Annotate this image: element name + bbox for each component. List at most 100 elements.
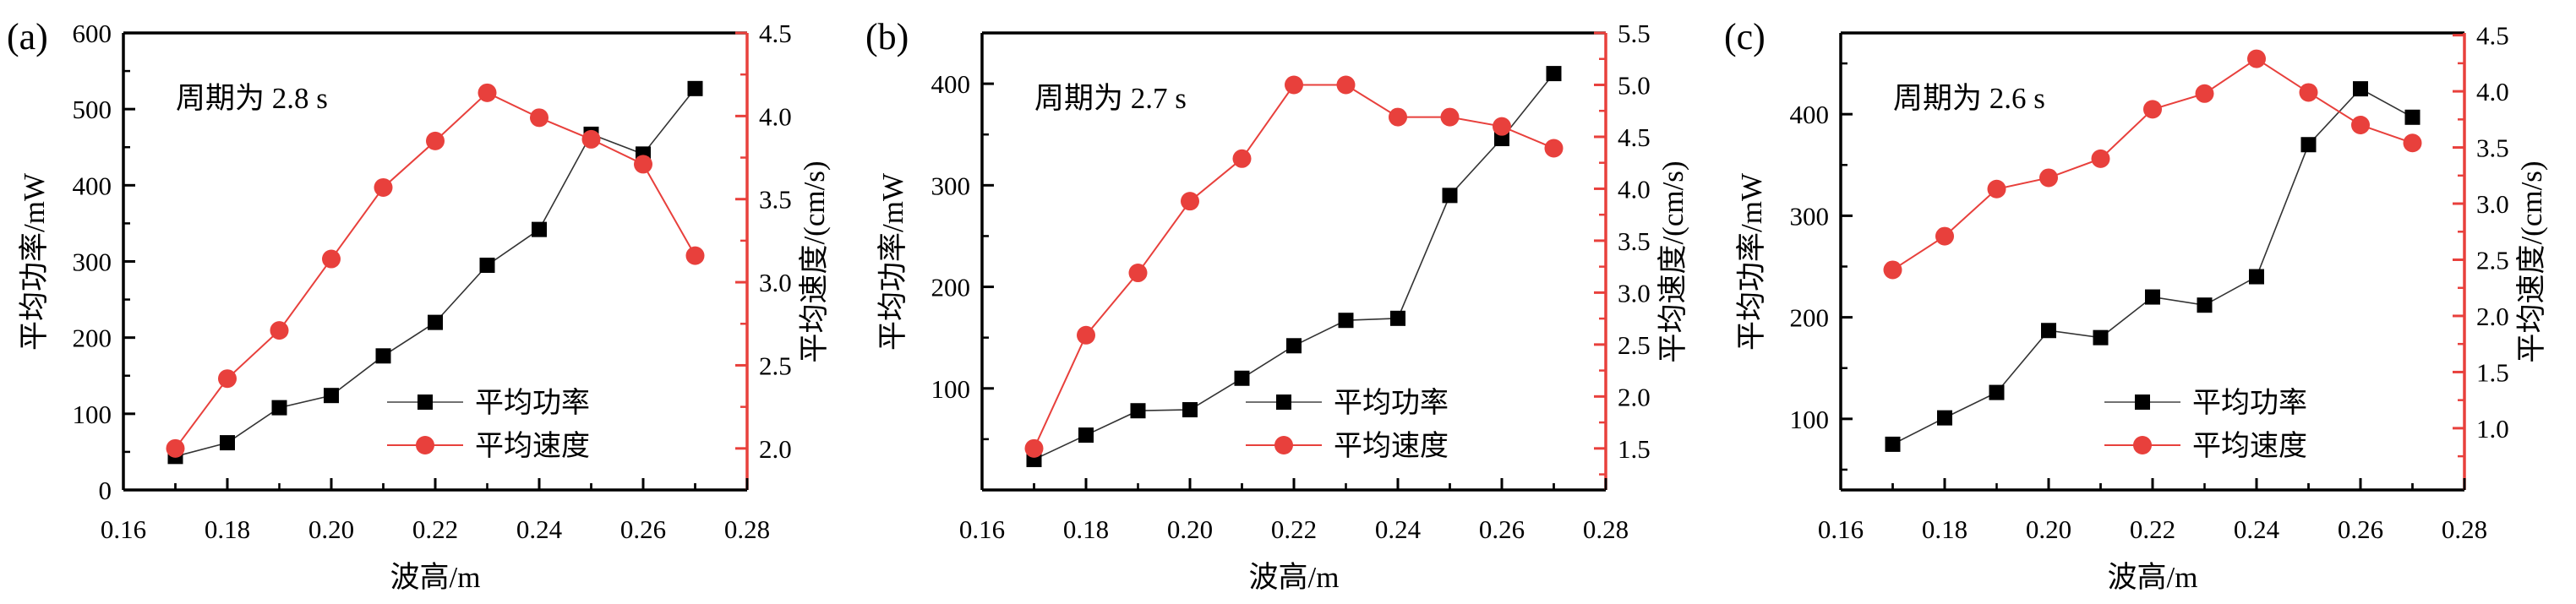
- power-data-point: [1182, 402, 1198, 418]
- power-data-point: [1286, 338, 1302, 354]
- legend-a: 平均功率 平均速度: [387, 387, 590, 462]
- power-data-point: [1989, 384, 2005, 400]
- speed-data-point: [1336, 75, 1356, 95]
- y-left-tick-label: 500: [73, 95, 112, 124]
- speed-data-point: [1493, 117, 1511, 136]
- legend-power-marker: [2135, 395, 2150, 410]
- x-tick-label: 0.28: [2442, 514, 2487, 544]
- y-left-tick-label: 600: [73, 19, 112, 48]
- y-left-axis-title-b: 平均功率/mW: [876, 173, 909, 351]
- y-right-tick-label: 2.5: [759, 351, 792, 380]
- speed-data-point: [218, 369, 237, 389]
- y-right-tick-label: 2.5: [1618, 330, 1651, 360]
- speed-data-point: [2039, 168, 2058, 188]
- x-tick-label: 0.16: [959, 514, 1005, 544]
- y-right-tick-label: 1.5: [2476, 357, 2509, 387]
- speed-data-point: [530, 108, 548, 128]
- legend-c: 平均功率 平均速度: [2104, 387, 2307, 462]
- y-right-tick-label: 2.5: [2476, 246, 2509, 275]
- speed-series-line: [1033, 84, 1554, 449]
- chart-c: 0.16 0.18 0.20 0.22 0.24 0.26 0.28 100 200 300 400…: [1724, 16, 2548, 594]
- legend-power-marker: [418, 395, 433, 410]
- panel-label-b: (b): [865, 16, 909, 57]
- y-left-tick-label: 400: [73, 171, 112, 200]
- y-right-tick-label: 2.0: [1618, 382, 1651, 411]
- x-tick-label: 0.22: [1271, 514, 1317, 544]
- speed-data-point: [2091, 149, 2110, 168]
- y-right-tick-label: 3.0: [759, 268, 792, 297]
- power-data-point: [532, 221, 547, 237]
- legend-power-label: 平均功率: [2192, 387, 2307, 419]
- speed-data-point: [478, 83, 497, 102]
- x-tick-label: 0.20: [1167, 514, 1213, 544]
- speed-data-point: [1232, 149, 1252, 168]
- power-data-point: [687, 80, 703, 96]
- speed-data-point: [1935, 226, 1954, 246]
- speed-data-point: [374, 177, 393, 197]
- x-tick-label: 0.28: [1583, 514, 1629, 544]
- power-data-point: [1234, 370, 1250, 386]
- x-tick-label: 0.18: [1063, 514, 1109, 544]
- power-data-point: [1130, 403, 1146, 419]
- speed-data-point: [1077, 325, 1095, 345]
- y-left-tick-label: 200: [73, 324, 112, 353]
- speed-data-point: [581, 129, 601, 149]
- y-right-tick-label: 3.5: [759, 185, 792, 215]
- y-right-tick-label: 4.5: [759, 19, 792, 48]
- power-data-point: [1338, 313, 1354, 329]
- power-data-point: [2404, 109, 2420, 125]
- y-right-tick-label: 4.5: [1618, 122, 1651, 152]
- power-data-point: [479, 258, 495, 274]
- speed-data-point: [1883, 260, 1902, 280]
- subplot-a: 0.16 0.18 0.20 0.22 0.24 0.26 0.28 0 100 200 300 40…: [0, 0, 859, 604]
- y-left-tick-label: 100: [1790, 405, 1830, 434]
- y-right-tick-label: 1.5: [1618, 434, 1651, 464]
- power-data-point: [2145, 289, 2160, 305]
- x-tick-label: 0.20: [2026, 514, 2071, 544]
- y-left-axis-title-c: 平均功率/mW: [1735, 173, 1768, 351]
- y-left-tick-label: 100: [73, 400, 112, 429]
- y-left-tick-label: 300: [73, 248, 112, 277]
- x-tick-label: 0.16: [101, 514, 146, 544]
- speed-data-point: [2143, 100, 2162, 119]
- speed-data-point: [685, 246, 705, 265]
- y-right-tick-label: 3.0: [1618, 278, 1651, 307]
- y-right-tick-label: 2.0: [759, 434, 792, 464]
- y-left-tick-label: 400: [931, 69, 971, 99]
- panel-label-c: (c): [1724, 16, 1766, 57]
- x-axis-title-b: 波高/m: [1249, 561, 1340, 594]
- y-right-tick-label: 4.0: [759, 101, 792, 131]
- y-right-tick-label: 4.5: [2476, 21, 2509, 51]
- y-left-axis-title-a: 平均功率/mW: [18, 173, 51, 351]
- x-tick-label: 0.24: [516, 514, 563, 544]
- power-data-point: [428, 314, 443, 330]
- legend-power-label: 平均功率: [475, 387, 590, 419]
- plot-area-c: 0.16 0.18 0.20 0.22 0.24 0.26 0.28 100 200 300 400…: [1790, 21, 2509, 544]
- x-axis-title-a: 波高/m: [390, 561, 481, 594]
- power-series-line: [1892, 88, 2413, 445]
- y-right-tick-label: 3.5: [1618, 226, 1651, 256]
- legend-speed-label: 平均速度: [475, 430, 590, 462]
- power-data-point: [1885, 436, 1901, 452]
- power-data-point: [220, 435, 235, 451]
- legend-speed-marker: [1274, 436, 1293, 454]
- x-tick-label: 0.24: [1375, 514, 1422, 544]
- y-left-tick-label: 300: [1790, 201, 1830, 231]
- power-data-point: [324, 388, 339, 404]
- speed-data-point: [270, 321, 289, 340]
- y-right-axis-title-a: 平均速度/(cm/s): [798, 161, 831, 362]
- power-data-point: [1937, 410, 1952, 426]
- plot-area-a: 0.16 0.18 0.20 0.22 0.24 0.26 0.28 0 100 200 300 40…: [73, 19, 792, 544]
- y-right-tick-label: 3.0: [2476, 189, 2509, 219]
- legend-b: 平均功率 平均速度: [1246, 387, 1449, 462]
- power-data-point: [2353, 81, 2368, 97]
- x-axis-title-c: 波高/m: [2108, 561, 2198, 594]
- speed-data-point: [634, 155, 652, 174]
- y-right-tick-label: 2.0: [2476, 302, 2509, 331]
- y-left-tick-label: 200: [931, 273, 971, 302]
- y-right-tick-label: 3.5: [2476, 133, 2509, 163]
- power-data-point: [2197, 297, 2213, 313]
- speed-data-point: [426, 131, 445, 150]
- y-right-tick-label: 5.5: [1618, 19, 1651, 48]
